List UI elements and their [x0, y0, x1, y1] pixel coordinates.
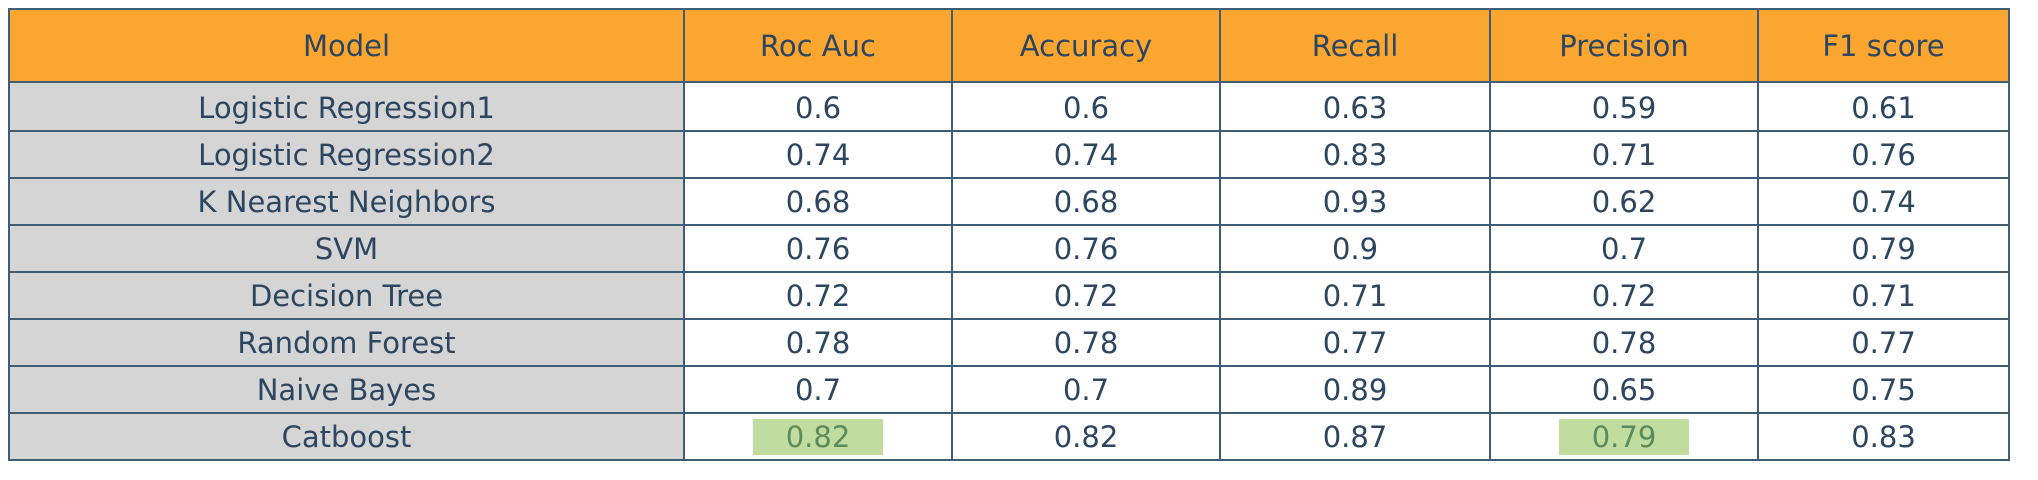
- model-name-cell: K Nearest Neighbors: [8, 177, 685, 226]
- f1-cell: 0.76: [1757, 130, 2010, 179]
- accuracy-cell: 0.78: [951, 318, 1221, 367]
- table-row: Random Forest 0.78 0.78 0.77 0.78 0.77: [8, 318, 2010, 367]
- model-name-cell: Logistic Regression1: [8, 81, 685, 132]
- f1-cell: 0.77: [1757, 318, 2010, 367]
- recall-cell: 0.93: [1219, 177, 1491, 226]
- header-accuracy: Accuracy: [951, 8, 1221, 83]
- highlighted-value: 0.79: [1559, 418, 1689, 455]
- table-row: Decision Tree 0.72 0.72 0.71 0.72 0.71: [8, 271, 2010, 320]
- f1-cell: 0.75: [1757, 365, 2010, 414]
- precision-cell: 0.71: [1489, 130, 1759, 179]
- roc-auc-cell: 0.76: [683, 224, 953, 273]
- accuracy-cell: 0.72: [951, 271, 1221, 320]
- f1-cell: 0.71: [1757, 271, 2010, 320]
- roc-auc-cell: 0.82: [683, 412, 953, 461]
- accuracy-cell: 0.7: [951, 365, 1221, 414]
- table-row: K Nearest Neighbors 0.68 0.68 0.93 0.62 …: [8, 177, 2010, 226]
- f1-cell: 0.79: [1757, 224, 2010, 273]
- model-name-cell: Decision Tree: [8, 271, 685, 320]
- precision-cell: 0.7: [1489, 224, 1759, 273]
- header-precision: Precision: [1489, 8, 1759, 83]
- recall-cell: 0.83: [1219, 130, 1491, 179]
- model-metrics-table: Model Roc Auc Accuracy Recall Precision …: [8, 8, 2010, 461]
- highlighted-value: 0.82: [753, 418, 883, 455]
- precision-cell: 0.59: [1489, 81, 1759, 132]
- f1-cell: 0.83: [1757, 412, 2010, 461]
- roc-auc-cell: 0.7: [683, 365, 953, 414]
- precision-cell: 0.72: [1489, 271, 1759, 320]
- roc-auc-cell: 0.68: [683, 177, 953, 226]
- results-table-container: Model Roc Auc Accuracy Recall Precision …: [8, 8, 2010, 461]
- precision-cell: 0.65: [1489, 365, 1759, 414]
- model-name-cell: Naive Bayes: [8, 365, 685, 414]
- roc-auc-cell: 0.78: [683, 318, 953, 367]
- recall-cell: 0.89: [1219, 365, 1491, 414]
- accuracy-cell: 0.68: [951, 177, 1221, 226]
- f1-cell: 0.61: [1757, 81, 2010, 132]
- header-f1-score: F1 score: [1757, 8, 2010, 83]
- model-name-cell: Logistic Regression2: [8, 130, 685, 179]
- precision-cell: 0.79: [1489, 412, 1759, 461]
- roc-auc-cell: 0.6: [683, 81, 953, 132]
- accuracy-cell: 0.76: [951, 224, 1221, 273]
- accuracy-cell: 0.6: [951, 81, 1221, 132]
- accuracy-cell: 0.82: [951, 412, 1221, 461]
- table-row: Logistic Regression2 0.74 0.74 0.83 0.71…: [8, 130, 2010, 179]
- model-name-cell: SVM: [8, 224, 685, 273]
- roc-auc-cell: 0.74: [683, 130, 953, 179]
- header-roc-auc: Roc Auc: [683, 8, 953, 83]
- recall-cell: 0.77: [1219, 318, 1491, 367]
- recall-cell: 0.63: [1219, 81, 1491, 132]
- f1-cell: 0.74: [1757, 177, 2010, 226]
- table-header-row: Model Roc Auc Accuracy Recall Precision …: [8, 8, 2010, 83]
- recall-cell: 0.9: [1219, 224, 1491, 273]
- model-name-cell: Catboost: [8, 412, 685, 461]
- precision-cell: 0.78: [1489, 318, 1759, 367]
- recall-cell: 0.87: [1219, 412, 1491, 461]
- header-model: Model: [8, 8, 685, 83]
- accuracy-cell: 0.74: [951, 130, 1221, 179]
- header-recall: Recall: [1219, 8, 1491, 83]
- precision-cell: 0.62: [1489, 177, 1759, 226]
- recall-cell: 0.71: [1219, 271, 1491, 320]
- table-row: Logistic Regression1 0.6 0.6 0.63 0.59 0…: [8, 81, 2010, 132]
- roc-auc-cell: 0.72: [683, 271, 953, 320]
- table-row: Naive Bayes 0.7 0.7 0.89 0.65 0.75: [8, 365, 2010, 414]
- table-row: SVM 0.76 0.76 0.9 0.7 0.79: [8, 224, 2010, 273]
- model-name-cell: Random Forest: [8, 318, 685, 367]
- table-row: Catboost 0.82 0.82 0.87 0.79 0.83: [8, 412, 2010, 461]
